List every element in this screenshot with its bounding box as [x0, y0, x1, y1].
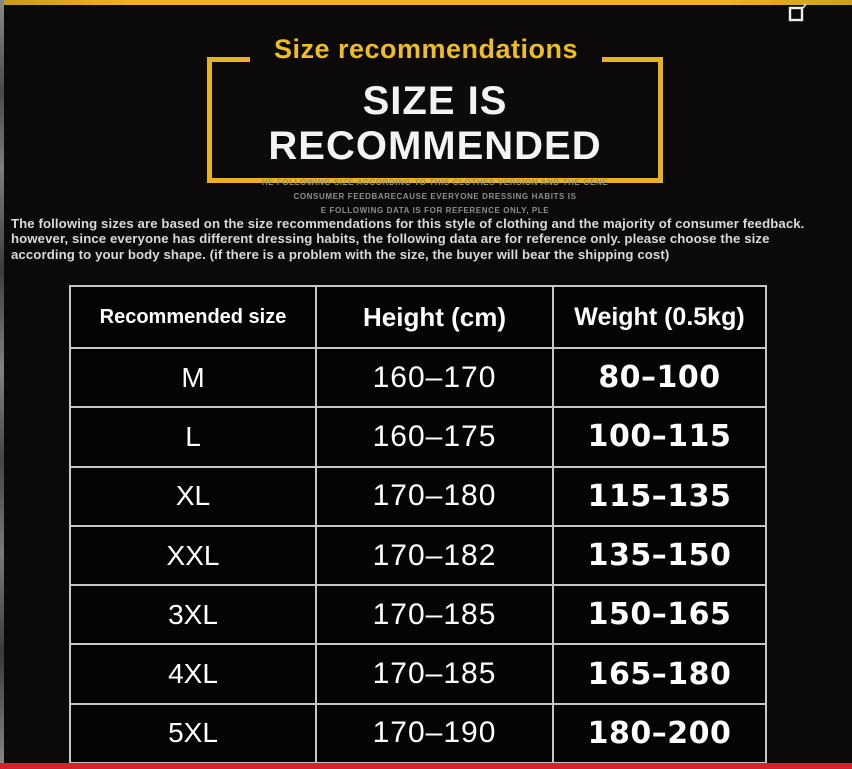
left-edge-crop-strip — [0, 0, 4, 769]
bottom-red-strip — [0, 763, 852, 769]
size-disclaimer-text: The following sizes are based on the siz… — [11, 216, 805, 262]
height-cell: 170–190 — [315, 702, 554, 765]
banner-note-line: CONSUMER FEEDBARECAUSE EVERYONE DRESSING… — [293, 192, 577, 201]
size-cell: XXL — [69, 524, 317, 587]
weight-cell: 80–100 — [552, 346, 767, 409]
table-row: 5XL 170–190 180–200 — [69, 702, 767, 765]
size-cell: L — [69, 406, 317, 468]
weight-cell: 150–165 — [552, 584, 767, 646]
size-cell: M — [69, 346, 317, 409]
size-cell: 4XL — [69, 643, 317, 705]
height-cell: 170–185 — [315, 584, 554, 646]
height-cell: 160–170 — [315, 346, 554, 409]
height-cell: 170–185 — [315, 643, 554, 705]
table-row: M 160–170 80–100 — [69, 346, 767, 409]
table-row: 3XL 170–185 150–165 — [69, 584, 767, 646]
banner-title: SIZE IS RECOMMENDED — [268, 79, 602, 168]
size-cell: 3XL — [69, 584, 317, 646]
column-header-recommended-size: Recommended size — [69, 285, 317, 349]
weight-cell: 165–180 — [552, 643, 767, 705]
banner-note-line: E FOLLOWING DATA IS FOR REFERENCE ONLY, … — [320, 206, 550, 215]
table-row: L 160–175 100–115 — [69, 406, 767, 468]
table-row: XXL 170–182 135–150 — [69, 524, 767, 587]
table-row: 4XL 170–185 165–180 — [69, 643, 767, 705]
size-chart-table: Recommended size Height (cm) Weight (0.5… — [69, 285, 767, 765]
table-header-row: Recommended size Height (cm) Weight (0.5… — [69, 285, 767, 349]
page-title: Size recommendations — [249, 34, 603, 65]
weight-cell: 135–150 — [552, 524, 767, 587]
size-cell: XL — [69, 465, 317, 527]
weight-cell: 100–115 — [552, 406, 767, 468]
size-banner-box: SIZE IS RECOMMENDED HE FOLLOWING SIZE AC… — [207, 57, 663, 215]
top-yellow-strip — [0, 0, 852, 5]
size-cell: 5XL — [69, 702, 317, 765]
weight-cell: 115–135 — [552, 465, 767, 527]
table-row: XL 170–180 115–135 — [69, 465, 767, 527]
banner-notes: HE FOLLOWING SIZE ACCORDING TO THIS CLOT… — [212, 176, 658, 218]
height-cell: 170–182 — [315, 524, 554, 587]
height-cell: 170–180 — [315, 465, 554, 527]
crop-frame-icon[interactable] — [788, 3, 808, 23]
column-header-height: Height (cm) — [315, 285, 554, 349]
banner-note-line: HE FOLLOWING SIZE ACCORDING TO THIS CLOT… — [261, 178, 609, 187]
height-cell: 160–175 — [315, 406, 554, 468]
ribbon-title-row: Size recommendations — [0, 34, 852, 65]
weight-cell: 180–200 — [552, 702, 767, 765]
column-header-weight: Weight (0.5kg) — [552, 285, 767, 349]
